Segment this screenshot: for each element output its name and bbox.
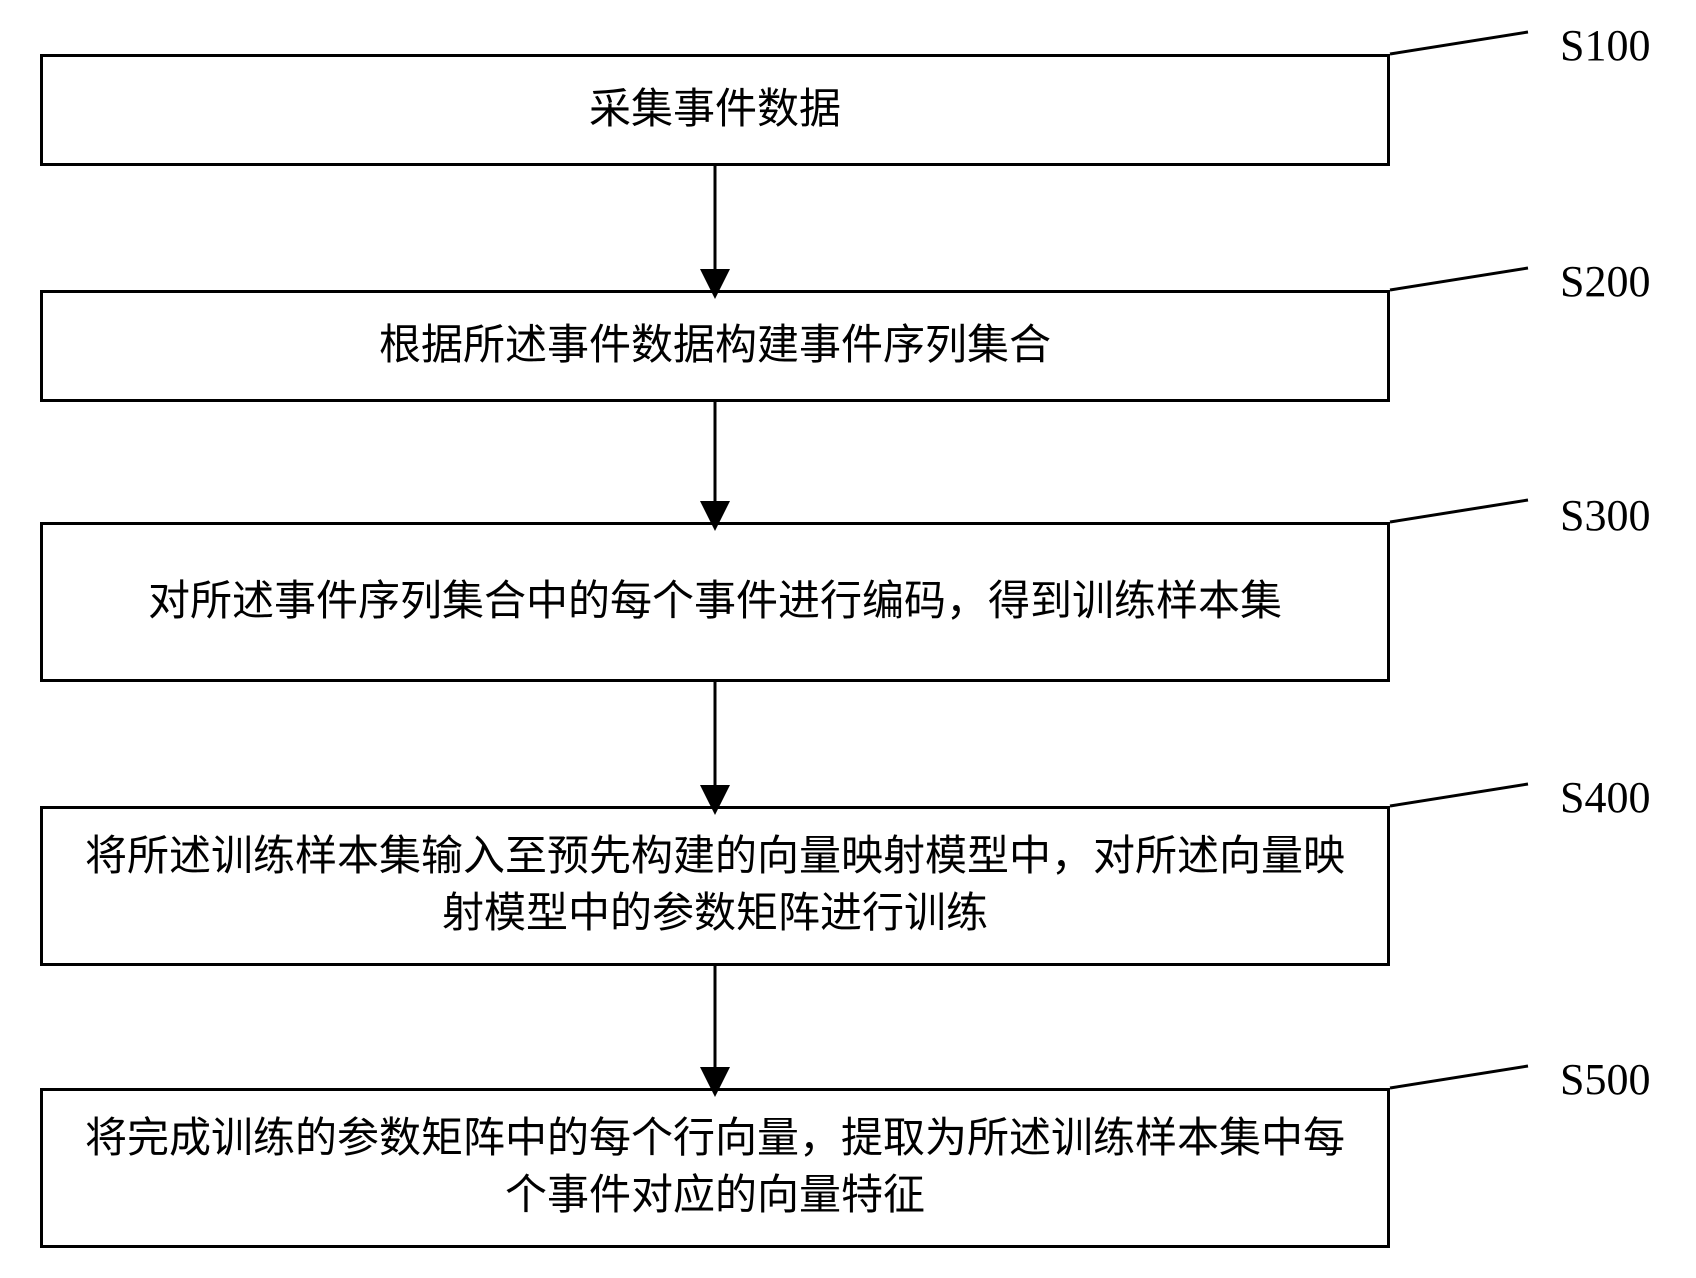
- connectors-overlay: [0, 0, 1696, 1278]
- leader-s500: [1390, 1066, 1528, 1088]
- leader-s200: [1390, 268, 1528, 290]
- leader-s400: [1390, 784, 1528, 806]
- leader-s300: [1390, 500, 1528, 522]
- flowchart-container: 采集事件数据 根据所述事件数据构建事件序列集合 对所述事件序列集合中的每个事件进…: [0, 0, 1696, 1278]
- leader-s100: [1390, 32, 1528, 54]
